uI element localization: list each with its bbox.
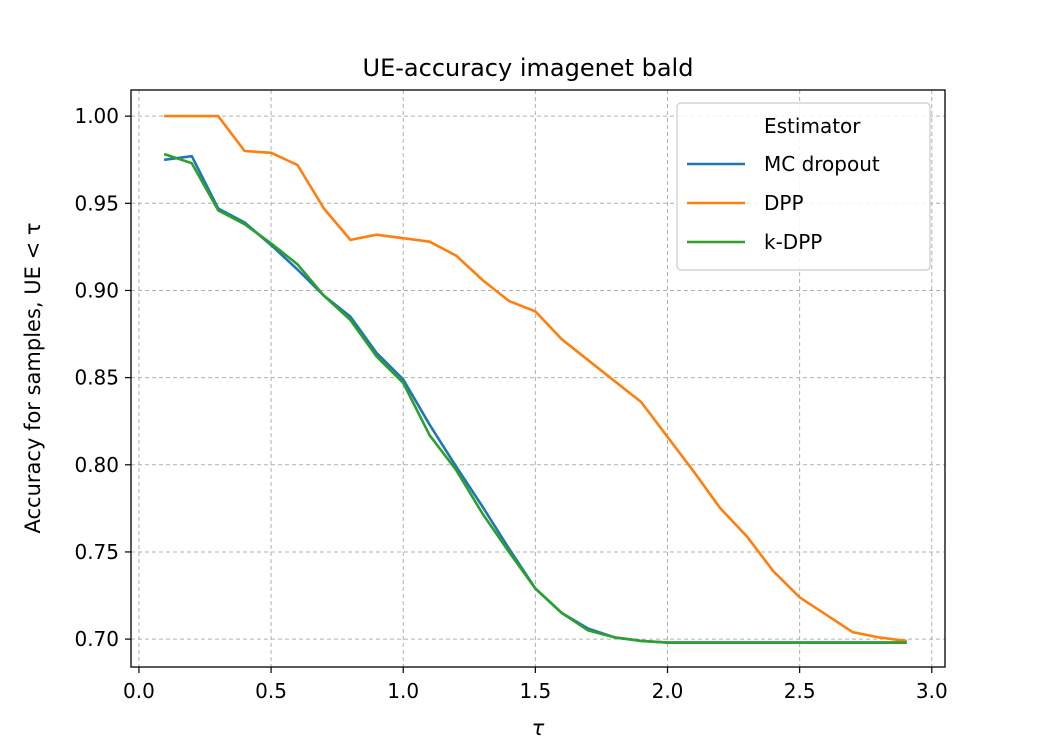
chart-title: UE-accuracy imagenet bald — [363, 54, 694, 82]
legend-label: k-DPP — [764, 230, 822, 254]
y-axis-label: Accuracy for samples, UE < τ — [21, 223, 45, 534]
x-axis-ticks: 0.0 0.5 1.0 1.5 2.0 2.5 3.0 — [123, 667, 948, 703]
y-tick-label: 0.75 — [74, 540, 119, 564]
legend-box — [676, 102, 931, 271]
y-tick-label: 0.90 — [74, 278, 119, 302]
x-axis-label: τ — [532, 716, 545, 740]
x-tick-label: 0.0 — [123, 679, 155, 703]
x-tick-label: 2.5 — [784, 679, 816, 703]
y-tick-label: 0.80 — [74, 453, 119, 477]
x-tick-label: 1.5 — [519, 679, 551, 703]
series-line-k-dpp — [163, 152, 907, 644]
y-tick-label: 1.00 — [74, 104, 119, 128]
x-tick-label: 0.5 — [255, 679, 287, 703]
legend-label: DPP — [764, 191, 804, 215]
x-tick-label: 2.0 — [652, 679, 684, 703]
y-tick-label: 0.95 — [74, 191, 119, 215]
x-tick-label: 3.0 — [916, 679, 948, 703]
y-tick-label: 0.70 — [74, 627, 119, 651]
x-tick-label: 1.0 — [387, 679, 419, 703]
series-layer — [163, 114, 907, 644]
legend-label: MC dropout — [764, 152, 880, 176]
legend-title: Estimator — [764, 114, 861, 138]
series-line-dpp — [164, 114, 907, 643]
plot-frame — [130, 89, 946, 668]
y-tick-label: 0.85 — [74, 366, 119, 390]
legend: Estimator MC dropout DPP k-DPP — [676, 102, 931, 271]
y-axis-ticks: 0.70 0.75 0.80 0.85 0.90 0.95 1.00 — [74, 104, 131, 651]
